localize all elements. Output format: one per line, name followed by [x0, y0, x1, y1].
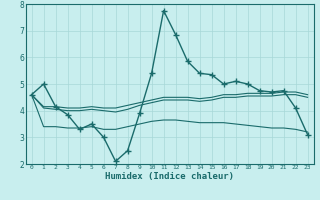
- X-axis label: Humidex (Indice chaleur): Humidex (Indice chaleur): [105, 172, 234, 181]
